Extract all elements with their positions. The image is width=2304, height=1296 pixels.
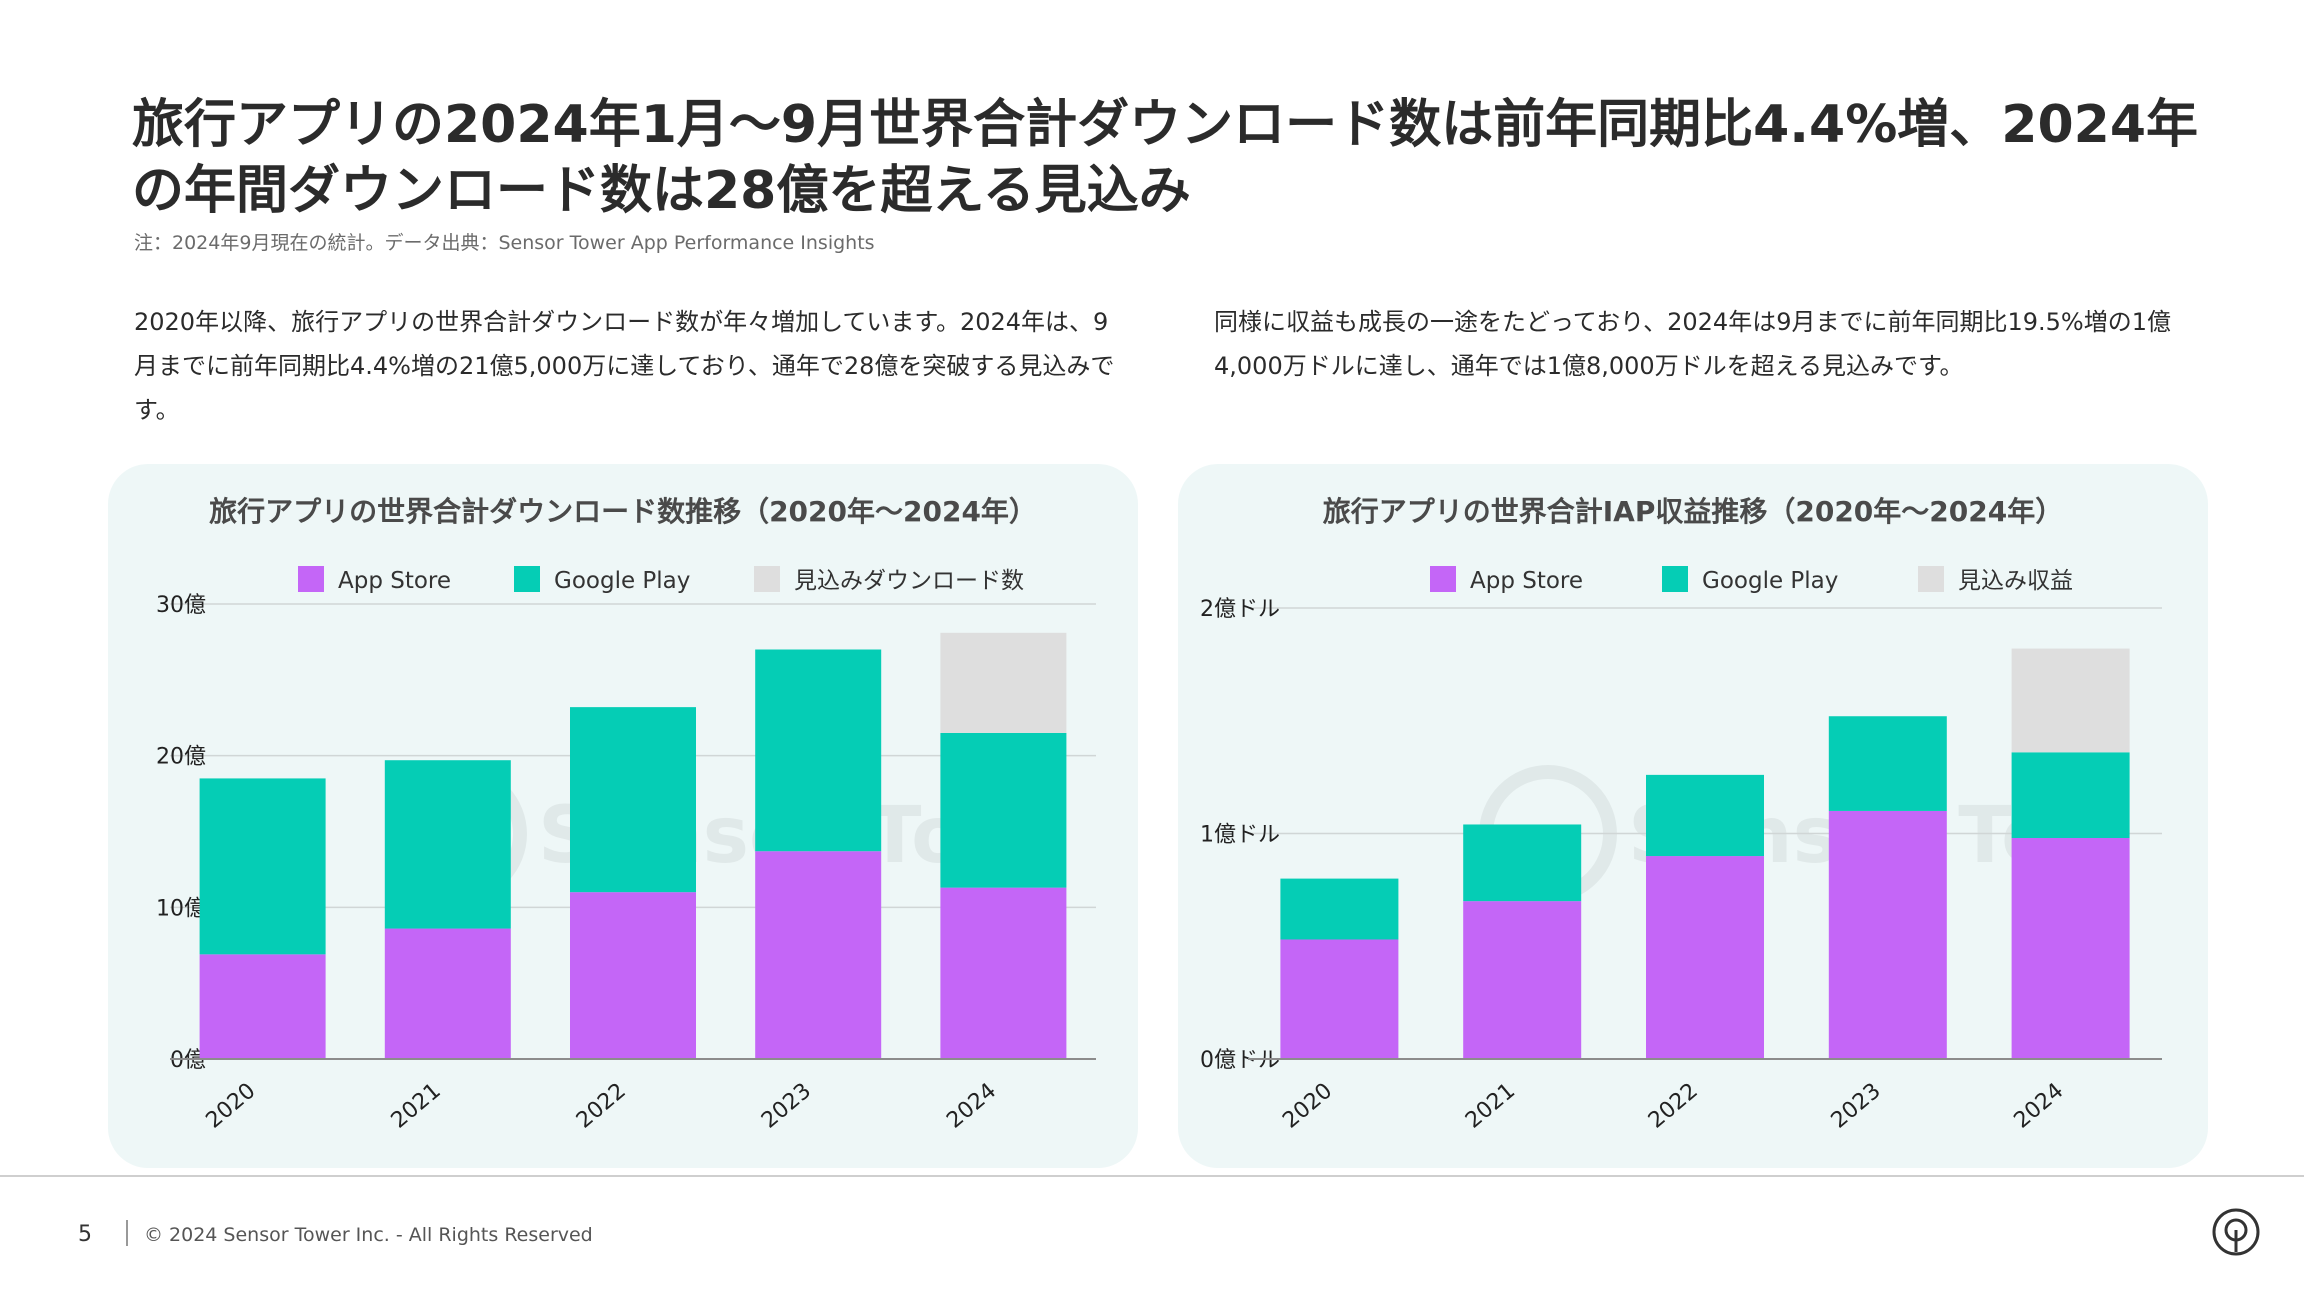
x-tick-label: 2024	[942, 1078, 1001, 1133]
bar-segment	[1463, 824, 1582, 902]
legend-swatch	[1662, 566, 1688, 592]
bar-segment	[940, 732, 1067, 888]
page-number: 5	[78, 1222, 92, 1247]
x-tick-label: 2021	[387, 1078, 446, 1133]
y-tick-label: 30億	[156, 593, 206, 618]
legend-swatch	[298, 566, 324, 592]
bar-segment	[199, 778, 326, 955]
description-revenue: 同様に収益も成長の一途をたどっており、2024年は9月までに前年同期比19.5%…	[1214, 308, 2171, 380]
bar-segment	[2011, 648, 2130, 753]
legend-swatch	[1430, 566, 1456, 592]
bar-segment	[940, 632, 1067, 733]
bar-segment	[384, 760, 511, 929]
legend-swatch	[1918, 566, 1944, 592]
copyright: © 2024 Sensor Tower Inc. - All Rights Re…	[144, 1224, 593, 1246]
x-tick-label: 2023	[757, 1078, 816, 1133]
bar-segment	[940, 887, 1067, 1059]
x-tick-label: 2020	[201, 1078, 260, 1133]
legend-label: 見込み収益	[1958, 568, 2073, 594]
downloads-chart: App Store Google Play 見込みダウンロード数0億10億20億30…	[156, 566, 1096, 1134]
bar-segment	[1280, 878, 1399, 940]
bar-segment	[570, 892, 696, 1059]
legend-swatch	[514, 566, 540, 592]
x-tick-label: 2020	[1278, 1078, 1337, 1133]
revenue-chart: App Store Google Play 見込み収益 0億ドル 1億ドル 2億ドル 202…	[1200, 566, 2162, 1134]
x-tick-label: 2022	[1644, 1078, 1703, 1133]
bar-segment	[1828, 716, 1947, 811]
bar-segment	[1463, 901, 1582, 1059]
description-downloads: 2020年以降、旅行アプリの世界合計ダウンロード数が年々増加しています。2024…	[134, 308, 1115, 424]
bar-segment	[755, 649, 882, 852]
bar-segment	[755, 851, 882, 1059]
footer-divider	[0, 1175, 2304, 1177]
x-tick-label: 2023	[1827, 1078, 1886, 1133]
legend-swatch	[754, 566, 780, 592]
x-tick-label: 2022	[572, 1078, 631, 1133]
revenue-chart-title: 旅行アプリの世界合計IAP収益推移（2020年〜2024年）	[1322, 495, 2064, 528]
revenue-chart-panel: 旅行アプリの世界合計IAP収益推移（2020年〜2024年） Sensor To…	[1178, 464, 2208, 1168]
legend-label: App Store	[338, 568, 451, 594]
y-tick-label: 2億ドル	[1200, 597, 1280, 622]
y-tick-label: 10億	[156, 896, 206, 921]
bar-segment	[1280, 939, 1399, 1059]
bar-segment	[2011, 838, 2130, 1059]
y-tick-label: 0億ドル	[1200, 1048, 1280, 1073]
y-tick-label: 20億	[156, 745, 206, 770]
x-tick-label: 2024	[2009, 1078, 2068, 1133]
bar-segment	[1646, 774, 1764, 857]
footer-separator	[126, 1220, 128, 1246]
y-tick-label: 1億ドル	[1200, 823, 1280, 848]
legend-label: 見込みダウンロード数	[794, 568, 1024, 594]
x-tick-label: 2021	[1461, 1078, 1520, 1133]
bar-segment	[570, 707, 696, 893]
legend-label: Google Play	[554, 568, 690, 594]
sensor-tower-logo-icon	[2212, 1208, 2260, 1256]
page-title: 旅行アプリの2024年1月〜9月世界合計ダウンロード数は前年同期比4.4%増、2…	[132, 95, 2199, 221]
bar-segment	[384, 928, 511, 1059]
bar-segment	[2011, 752, 2130, 839]
bar-segment	[1646, 856, 1764, 1059]
bar-segment	[199, 954, 326, 1059]
bar-segment	[1828, 810, 1947, 1059]
source-note: 注：2024年9月現在の統計。データ出典：Sensor Tower App Pe…	[134, 232, 875, 254]
legend-label: App Store	[1470, 568, 1583, 594]
legend-label: Google Play	[1702, 568, 1838, 594]
downloads-chart-panel: 旅行アプリの世界合計ダウンロード数推移（2020年〜2024年） Sensor …	[108, 464, 1138, 1168]
downloads-chart-title: 旅行アプリの世界合計ダウンロード数推移（2020年〜2024年）	[209, 495, 1037, 528]
